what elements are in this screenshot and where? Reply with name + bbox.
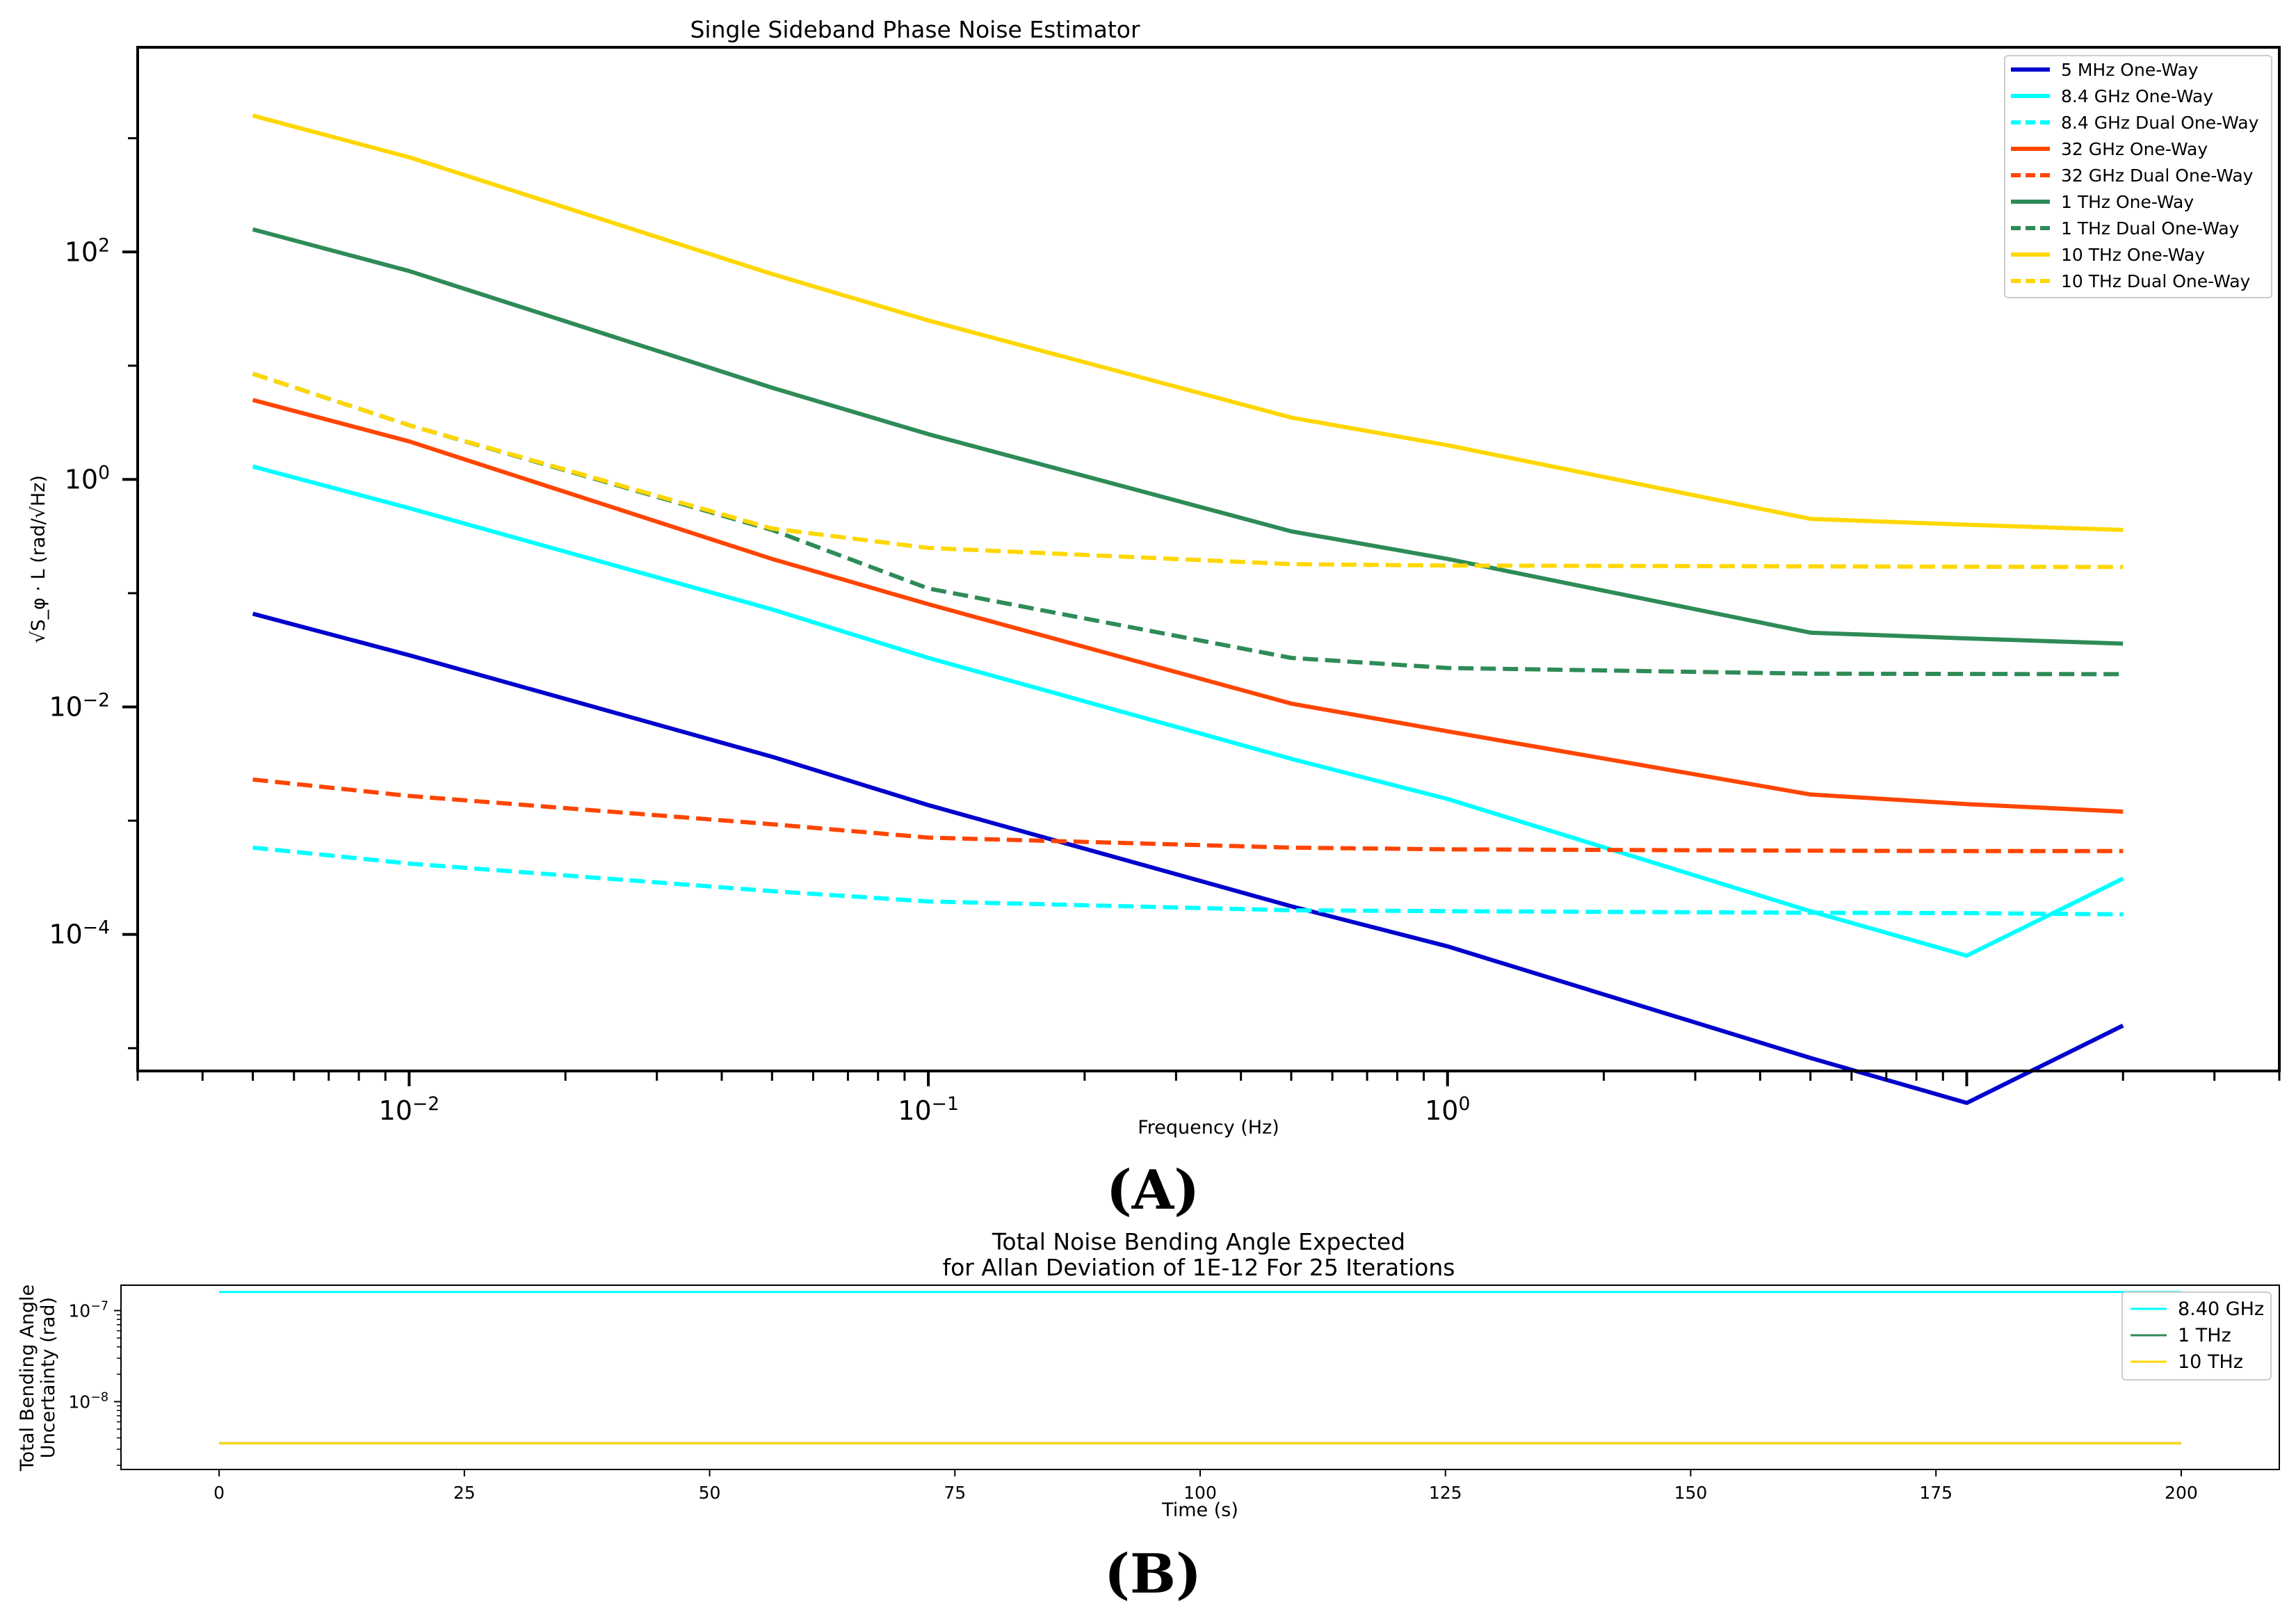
chart-a: Single Sideband Phase Noise Estimator 10… (28, 16, 2281, 1138)
chart-b-xlabel: Time (s) (1161, 1499, 1238, 1521)
legend-label: 8.4 GHz Dual One-Way (2061, 113, 2259, 133)
legend-label: 1 THz Dual One-Way (2061, 218, 2240, 239)
series-line-4 (252, 777, 2124, 853)
y-tick-label-exp: −4 (83, 917, 110, 939)
x-tick-label-exp: −2 (412, 1093, 439, 1115)
y-tick-label-base: 10 (49, 919, 82, 950)
legend-label: 8.4 GHz One-Way (2061, 86, 2213, 106)
y-tick-label-base: 10 (65, 464, 98, 494)
x-tick-label: 50 (699, 1483, 721, 1503)
series-line-6 (252, 371, 2124, 677)
chart-b: Total Noise Bending Angle Expected for A… (17, 1228, 2280, 1521)
x-tick-label-exp: −1 (932, 1093, 959, 1115)
series-line-2 (252, 845, 2124, 917)
panel-label-b: (B) (1104, 1543, 1202, 1606)
legend-label: 10 THz Dual One-Way (2061, 271, 2251, 291)
y-tick-label-base: 10 (68, 1392, 90, 1412)
y-tick-label-exp: 2 (98, 234, 110, 256)
chart-a-axes-frame (136, 46, 2281, 1072)
x-tick-label-base: 10 (379, 1095, 412, 1126)
legend-label: 1 THz One-Way (2061, 192, 2194, 212)
x-tick-label-base: 10 (1425, 1095, 1458, 1126)
series-line-5 (252, 227, 2124, 646)
series-line-7 (252, 113, 2124, 532)
chart-b-subtitle: for Allan Deviation of 1E-12 For 25 Iter… (943, 1254, 1455, 1281)
x-tick-label: 10−2 (379, 1093, 440, 1126)
legend-label: 32 GHz One-Way (2061, 139, 2208, 159)
y-tick-label-exp: −2 (83, 690, 110, 711)
series-line-3 (252, 398, 2124, 814)
y-tick-label-base: 10 (65, 236, 98, 267)
chart-b-x-ticks: 0 25 50 75 100 125 150 175 200 (213, 1469, 2198, 1503)
y-tick-label: 10−7 (68, 1300, 108, 1321)
legend-label: 32 GHz Dual One-Way (2061, 166, 2254, 186)
legend-label: 8.40 GHz (2178, 1298, 2264, 1320)
y-tick-label: 10−2 (49, 690, 110, 723)
chart-a-series (252, 113, 2124, 1105)
chart-b-series (219, 1291, 2181, 1444)
chart-b-legend: 8.40 GHz 1 THz 10 THz (2121, 1291, 2272, 1380)
legend-label: 10 THz (2178, 1351, 2243, 1373)
y-tick-label-base: 10 (68, 1301, 90, 1321)
chart-a-x-ticks: 10−2 10−1 100 (136, 1071, 2281, 1126)
legend-label: 5 MHz One-Way (2061, 60, 2199, 80)
x-tick-label: 0 (213, 1483, 225, 1503)
chart-a-title: Single Sideband Phase Noise Estimator (690, 16, 1140, 43)
x-tick-label-base: 10 (898, 1095, 931, 1126)
x-tick-label: 100 (1183, 1483, 1217, 1503)
chart-b-ylabel: Total Bending Angle Uncertainty (rad) (17, 1284, 59, 1472)
y-tick-label: 10−8 (68, 1390, 108, 1412)
y-tick-label-exp: −7 (90, 1300, 108, 1314)
chart-b-axes-frame (120, 1284, 2280, 1470)
y-tick-label-exp: −8 (90, 1390, 108, 1404)
x-tick-label: 75 (944, 1483, 966, 1503)
chart-a-xlabel: Frequency (Hz) (1138, 1117, 1279, 1138)
x-tick-label: 125 (1429, 1483, 1462, 1503)
series-line-0 (252, 611, 2124, 1105)
legend-label: 10 THz One-Way (2061, 245, 2205, 265)
chart-b-ylabel-line1: Total Bending Angle (17, 1284, 38, 1472)
chart-a-legend: 5 MHz One-Way 8.4 GHz One-Way 8.4 GHz Dual… (2004, 55, 2272, 298)
y-tick-label: 102 (65, 234, 110, 267)
y-tick-label-base: 10 (49, 692, 82, 723)
x-tick-label-exp: 0 (1458, 1093, 1470, 1115)
x-tick-label: 150 (1674, 1483, 1708, 1503)
series-line-8 (252, 371, 2124, 570)
panel-label-a: (A) (1106, 1159, 1199, 1222)
chart-b-y-ticks: 10−710−8 (68, 1300, 121, 1466)
chart-b-ylabel-line2: Uncertainty (rad) (38, 1297, 59, 1458)
x-tick-label: 200 (2165, 1483, 2198, 1503)
x-tick-label: 10−1 (898, 1093, 959, 1126)
chart-b-title: Total Noise Bending Angle Expected (992, 1228, 1405, 1255)
chart-a-ylabel: √S_φ · L (rad/√Hz) (28, 475, 49, 643)
y-tick-label-exp: 0 (98, 462, 110, 483)
x-tick-label: 100 (1425, 1093, 1470, 1126)
series-line-1 (252, 464, 2124, 958)
legend-label: 1 THz (2178, 1325, 2231, 1346)
x-tick-label: 175 (1919, 1483, 1953, 1503)
x-tick-label: 25 (453, 1483, 476, 1503)
y-tick-label: 100 (65, 462, 110, 494)
y-tick-label: 10−4 (49, 917, 110, 950)
